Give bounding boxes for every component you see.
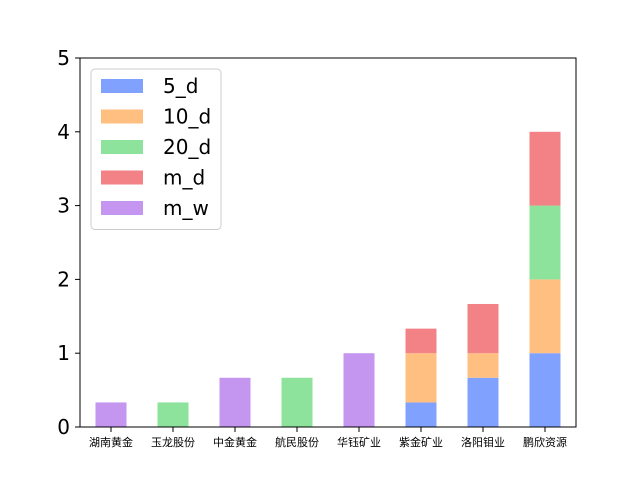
bar-20_d-7	[529, 205, 561, 280]
ytick-label: 2	[57, 267, 70, 291]
ytick-label: 0	[57, 415, 70, 439]
bar-5_d-6	[467, 377, 499, 427]
xtick-label: 航民股份	[275, 435, 319, 449]
bar-m_d-5	[405, 328, 437, 354]
xtick-label: 洛阳钼业	[461, 435, 505, 449]
bar-m_w-2	[219, 377, 251, 427]
bar-m_d-6	[467, 303, 499, 354]
legend-swatch-20_d	[101, 140, 143, 154]
legend-box	[90, 68, 222, 230]
legend-label-10_d: 10_d	[163, 105, 211, 129]
xtick-label: 湖南黄金	[89, 435, 133, 449]
xtick-label: 玉龙股份	[151, 436, 195, 449]
axes-group: 0 1 2 3 4 5 湖南黄金 玉龙股份 中金黄金 航民股份 华钰矿业 紫金矿业 洛阳钼业 鹏欣资源	[57, 46, 577, 449]
bar-20_d-3	[281, 377, 313, 427]
legend-label-5_d: 5_d	[163, 74, 198, 98]
bar-m_d-7	[529, 131, 561, 206]
bar-m_w-0	[95, 402, 127, 427]
legend-swatch-m_d	[101, 170, 143, 185]
legend-swatch-10_d	[101, 109, 143, 124]
legend-label-m_w: m_w	[163, 196, 209, 220]
legend-label-20_d: 20_d	[163, 135, 211, 159]
xtick-label: 紫金矿业	[399, 435, 443, 449]
bar-20_d-1	[157, 402, 189, 427]
bar-10_d-6	[467, 353, 499, 378]
bar-10_d-5	[405, 353, 437, 403]
legend-swatch-5_d	[101, 79, 143, 93]
bars-group	[95, 131, 561, 427]
ytick-label: 5	[57, 46, 70, 70]
legend-label-m_d: m_d	[163, 166, 205, 190]
legend-swatch-m_w	[101, 201, 143, 215]
bar-m_w-4	[343, 353, 375, 427]
bar-10_d-7	[529, 279, 561, 354]
bar-5_d-5	[405, 402, 437, 427]
ytick-label: 1	[57, 341, 70, 365]
bar-5_d-7	[529, 353, 561, 427]
legend: 5_d 10_d 20_d m_d m_w	[90, 68, 222, 230]
xtick-label: 华钰矿业	[337, 435, 381, 449]
ytick-label: 3	[57, 194, 70, 218]
xtick-label: 鹏欣资源	[523, 435, 567, 449]
plot-frame	[79, 57, 577, 428]
ytick-label: 4	[57, 120, 70, 144]
xtick-label: 中金黄金	[213, 435, 257, 449]
